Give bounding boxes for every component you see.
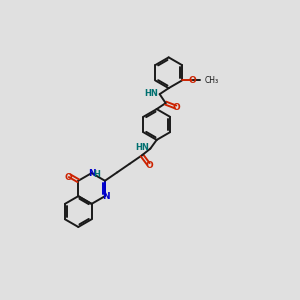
- Text: O: O: [65, 173, 73, 182]
- Text: O: O: [189, 76, 196, 85]
- Text: O: O: [172, 103, 180, 112]
- Text: CH₃: CH₃: [205, 76, 219, 85]
- Text: HN: HN: [144, 89, 158, 98]
- Text: HN: HN: [136, 143, 150, 152]
- Text: H: H: [94, 170, 100, 179]
- Text: N: N: [88, 169, 95, 178]
- Text: O: O: [145, 161, 153, 170]
- Text: N: N: [102, 192, 110, 201]
